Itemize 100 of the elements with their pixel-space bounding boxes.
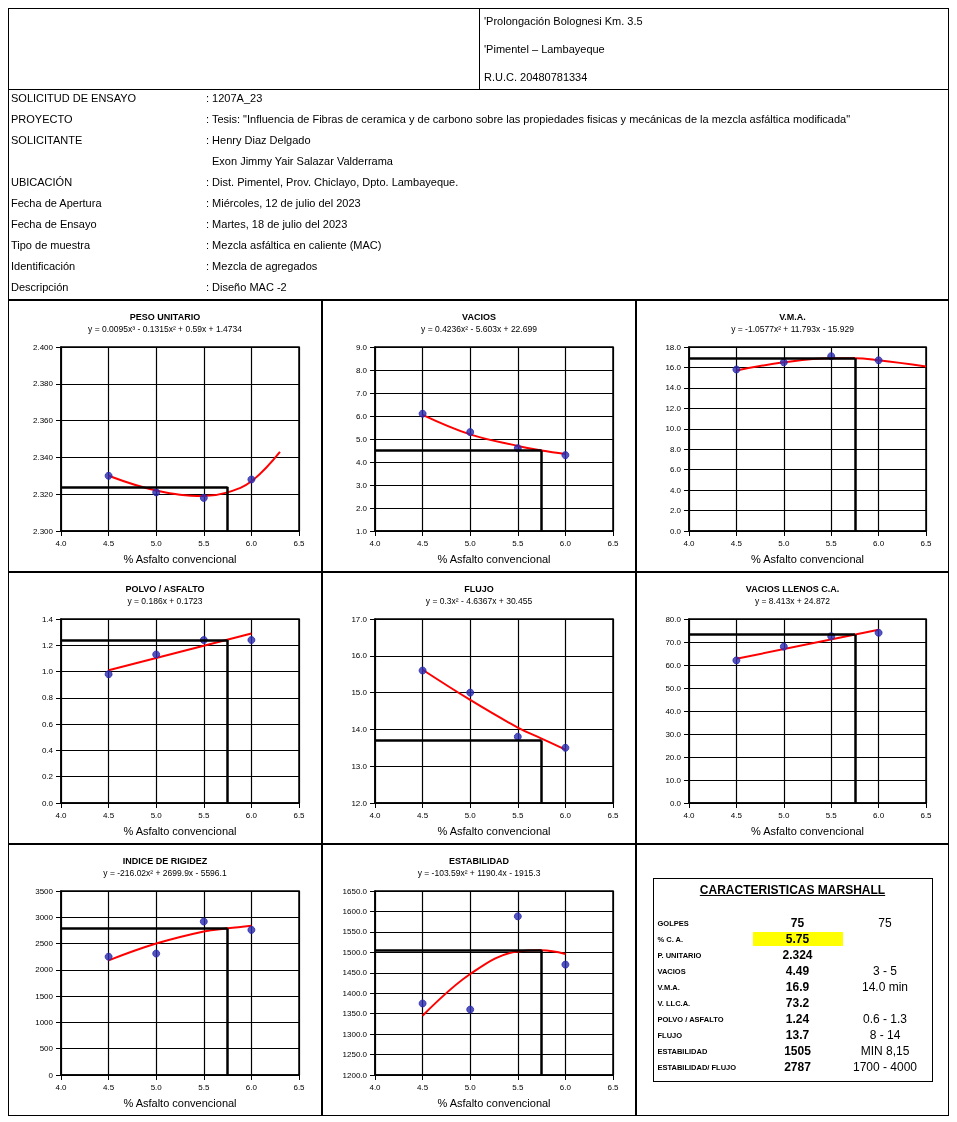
y-tick-label: 10.0 (665, 424, 682, 434)
x-tick-label: 4.5 (730, 538, 743, 548)
x-tick-label: 6.0 (559, 1082, 572, 1092)
category-label: UBICACIÓN (11, 176, 74, 190)
y-tick-label: 40.0 (665, 706, 682, 716)
x-tick-label: 6.5 (293, 1082, 306, 1092)
y-tick-label: 2.340 (32, 452, 54, 462)
y-tick-label: 1200.0 (342, 1070, 368, 1080)
x-tick-label: 6.5 (293, 810, 306, 820)
x-axis-title: % Asfalto convencional (123, 1096, 237, 1109)
y-tick-label: 50.0 (665, 683, 682, 693)
chart-title: V.M.A. (779, 311, 806, 322)
y-tick-label: 7.0 (355, 388, 368, 398)
x-tick-label: 4.5 (103, 1082, 115, 1092)
chart-title: FLUJO (464, 583, 494, 594)
x-tick-label: 6.5 (607, 810, 620, 820)
x-tick-label: 6.5 (920, 810, 933, 820)
y-tick-label: 1.4 (41, 614, 54, 624)
data-label: 75 (789, 916, 806, 930)
y-tick-label: 1400.0 (342, 988, 368, 998)
x-tick-label: 4.5 (730, 810, 743, 820)
y-tick-label: 3.0 (355, 480, 368, 490)
chart-title: INDICE DE RIGIDEZ (122, 855, 208, 866)
chart-title: ESTABILIDAD (449, 855, 510, 866)
chart-title: PESO UNITARIO (129, 311, 201, 322)
x-axis-title: % Asfalto convencional (123, 824, 237, 837)
text: 0.6 - 1.3 (862, 1012, 908, 1026)
x-tick-label: 6.0 (245, 538, 258, 548)
text: : Mezcla asfáltica en caliente (MAC) (206, 239, 382, 251)
y-tick-label: 2.0 (669, 506, 682, 516)
x-axis-title: % Asfalto convencional (750, 824, 865, 837)
y-tick-label: 60.0 (665, 660, 682, 670)
x-tick-label: 4.0 (683, 538, 696, 548)
x-tick-label: 5.0 (150, 1082, 163, 1092)
x-tick-label: 5.5 (825, 810, 838, 820)
chart-subtitle: y = 0.186x + 0.1723 (127, 595, 203, 606)
text: CARACTERISTICAS MARSHALL (698, 883, 887, 897)
data-label: 2.324 (781, 948, 814, 962)
chart-subtitle: y = 0.3x² - 4.6367x + 30.455 (425, 595, 533, 606)
y-tick-label: 12.0 (665, 403, 682, 413)
x-tick-label: 4.0 (55, 810, 68, 820)
y-tick-label: 1450.0 (342, 968, 368, 978)
y-tick-label: 2.360 (32, 416, 54, 426)
y-tick-label: 2.0 (355, 503, 368, 513)
x-tick-label: 5.5 (512, 810, 524, 820)
y-tick-label: 1.2 (41, 640, 54, 650)
y-tick-label: 30.0 (665, 729, 682, 739)
y-tick-label: 18.0 (665, 342, 682, 352)
category-label: Fecha de Ensayo (11, 218, 98, 232)
text: : Mezcla de agregados (206, 260, 318, 272)
y-tick-label: 16.0 (665, 362, 682, 372)
y-tick-label: 1550.0 (342, 927, 368, 937)
category-label: SOLICITUD DE ENSAYO (11, 92, 138, 106)
x-tick-label: 4.0 (369, 538, 382, 548)
x-tick-label: 5.5 (825, 538, 838, 548)
x-tick-label: 5.0 (150, 810, 163, 820)
x-tick-label: 5.0 (150, 538, 163, 548)
text: : Diseño MAC -2 (206, 281, 287, 293)
category-label: PROYECTO (11, 113, 74, 127)
y-tick-label: 0.0 (41, 798, 54, 808)
x-tick-label: 4.5 (103, 810, 115, 820)
x-tick-label: 4.0 (55, 538, 68, 548)
y-tick-label: 3500 (35, 886, 54, 896)
x-axis-title: % Asfalto convencional (123, 552, 237, 565)
text: 'Pimentel – Lambayeque (484, 43, 606, 55)
x-tick-label: 5.0 (464, 538, 477, 548)
x-tick-label: 4.0 (369, 1082, 382, 1092)
text: 75 (878, 916, 892, 930)
chart-subtitle: y = -103.59x² + 1190.4x - 1915.3 (417, 867, 541, 878)
y-tick-label: 6.0 (669, 465, 682, 475)
y-tick-label: 15.0 (351, 688, 368, 698)
x-tick-label: 4.0 (55, 1082, 68, 1092)
y-tick-label: 1500.0 (342, 947, 368, 957)
data-label: 2787 (783, 1060, 812, 1074)
y-tick-label: 16.0 (351, 651, 368, 661)
y-tick-label: 17.0 (351, 614, 368, 624)
x-tick-label: 5.5 (198, 810, 210, 820)
data-label: 73.2 (784, 996, 811, 1010)
y-tick-label: 10.0 (665, 775, 682, 785)
y-tick-label: 2.400 (32, 342, 54, 352)
x-axis-title: % Asfalto convencional (750, 552, 865, 565)
chart-title: VACIOS LLENOS C.A. (745, 583, 840, 594)
y-tick-label: 0.4 (41, 745, 54, 755)
x-tick-label: 5.5 (198, 538, 210, 548)
y-tick-label: 0.6 (41, 719, 54, 729)
category-label: Fecha de Apertura (11, 197, 103, 211)
y-tick-label: 5.0 (355, 434, 368, 444)
chart-subtitle: y = -216.02x² + 2699.9x - 5596.1 (103, 867, 227, 878)
y-tick-label: 9.0 (355, 342, 368, 352)
text: : 1207A_23 (206, 92, 263, 104)
x-tick-label: 5.0 (464, 810, 477, 820)
text: MIN 8,15 (860, 1044, 910, 1058)
y-tick-label: 2500 (35, 939, 54, 949)
text: : Tesis: "Influencia de Fibras de ceramica y de carbono sobre las propiedades fisicas y mecánicas de la mezcla asfáltica modificada" (206, 113, 851, 125)
text: : Martes, 18 de julio del 2023 (206, 218, 348, 230)
x-tick-label: 6.5 (920, 538, 933, 548)
y-tick-label: 1350.0 (342, 1009, 368, 1019)
x-axis-title: % Asfalto convencional (437, 1096, 551, 1109)
data-label: 16.9 (784, 980, 811, 994)
y-tick-label: 12.0 (351, 798, 368, 808)
